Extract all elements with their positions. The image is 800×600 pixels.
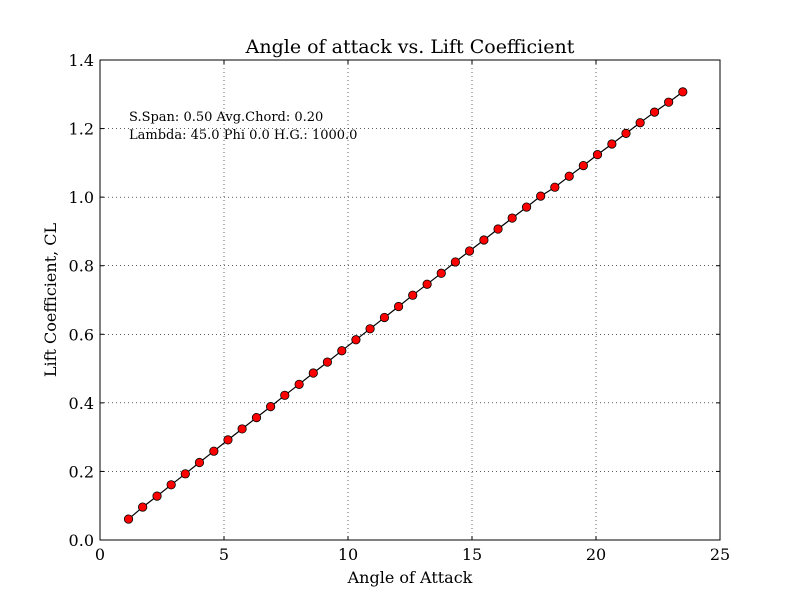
x-tick-label: 5 bbox=[219, 545, 229, 564]
y-tick-label: 0.6 bbox=[69, 325, 94, 344]
data-point bbox=[422, 279, 432, 289]
y-tick-label: 0.8 bbox=[69, 257, 94, 276]
series-line bbox=[128, 91, 684, 520]
data-point bbox=[550, 182, 560, 192]
data-point bbox=[678, 87, 688, 97]
data-point bbox=[237, 424, 247, 434]
data-point bbox=[337, 346, 347, 356]
data-point bbox=[322, 357, 333, 367]
data-point bbox=[536, 191, 546, 201]
data-point bbox=[194, 457, 205, 468]
data-point bbox=[351, 335, 361, 345]
data-point bbox=[166, 480, 176, 490]
annotation-line-2: Lambda: 45.0 Phi 0.0 H.G.: 1000.0 bbox=[129, 128, 357, 143]
data-point bbox=[123, 514, 134, 524]
data-point bbox=[649, 107, 660, 117]
data-point bbox=[521, 202, 532, 212]
y-axis-label: Lift Coefficient, CL bbox=[41, 222, 60, 377]
grid-lines bbox=[100, 60, 720, 540]
data-point bbox=[308, 368, 318, 378]
data-point bbox=[621, 128, 631, 138]
data-point bbox=[464, 246, 475, 256]
data-point bbox=[393, 301, 404, 312]
data-point bbox=[578, 161, 588, 171]
data-point bbox=[180, 469, 190, 479]
data-point bbox=[138, 502, 148, 512]
data-point bbox=[379, 312, 390, 323]
data-point bbox=[209, 446, 219, 456]
data-point bbox=[251, 412, 262, 423]
x-tick-label: 20 bbox=[586, 545, 606, 564]
data-point bbox=[664, 97, 674, 107]
data-point bbox=[479, 235, 489, 245]
x-tick-label: 0 bbox=[95, 545, 105, 564]
plot-frame bbox=[99, 59, 721, 541]
annotation-line-1: S.Span: 0.50 Avg.Chord: 0.20 bbox=[129, 110, 323, 125]
y-tick-label: 0.4 bbox=[69, 394, 94, 413]
data-point bbox=[294, 379, 304, 389]
data-point bbox=[592, 150, 603, 160]
chart-title: Angle of attack vs. Lift Coefficient bbox=[245, 36, 575, 58]
data-point bbox=[266, 402, 276, 412]
axis-ticks: 0 5 10 15 20 25 0.0 0.2 0.4 0.6 0.8 1.0 1.2 1.4 bbox=[69, 51, 731, 564]
x-tick-label: 10 bbox=[338, 545, 358, 564]
data-point bbox=[493, 224, 503, 234]
x-tick-label: 15 bbox=[462, 545, 482, 564]
y-tick-label: 1.0 bbox=[69, 188, 94, 207]
data-point bbox=[635, 118, 645, 128]
data-point bbox=[408, 290, 418, 300]
y-tick-label: 1.2 bbox=[69, 120, 94, 139]
data-point bbox=[223, 435, 233, 445]
data-point bbox=[365, 324, 375, 334]
data-point bbox=[607, 139, 617, 149]
x-axis-label: Angle of Attack bbox=[347, 568, 473, 587]
data-point bbox=[280, 390, 290, 400]
y-tick-label: 0.0 bbox=[69, 531, 94, 550]
x-tick-label: 25 bbox=[710, 545, 730, 564]
data-point bbox=[507, 213, 517, 223]
y-tick-label: 0.2 bbox=[69, 462, 94, 481]
data-point bbox=[152, 491, 162, 501]
y-tick-label: 1.4 bbox=[69, 51, 94, 70]
data-series bbox=[123, 87, 688, 524]
data-point bbox=[450, 257, 460, 267]
data-point bbox=[436, 268, 446, 278]
data-point bbox=[564, 171, 574, 181]
